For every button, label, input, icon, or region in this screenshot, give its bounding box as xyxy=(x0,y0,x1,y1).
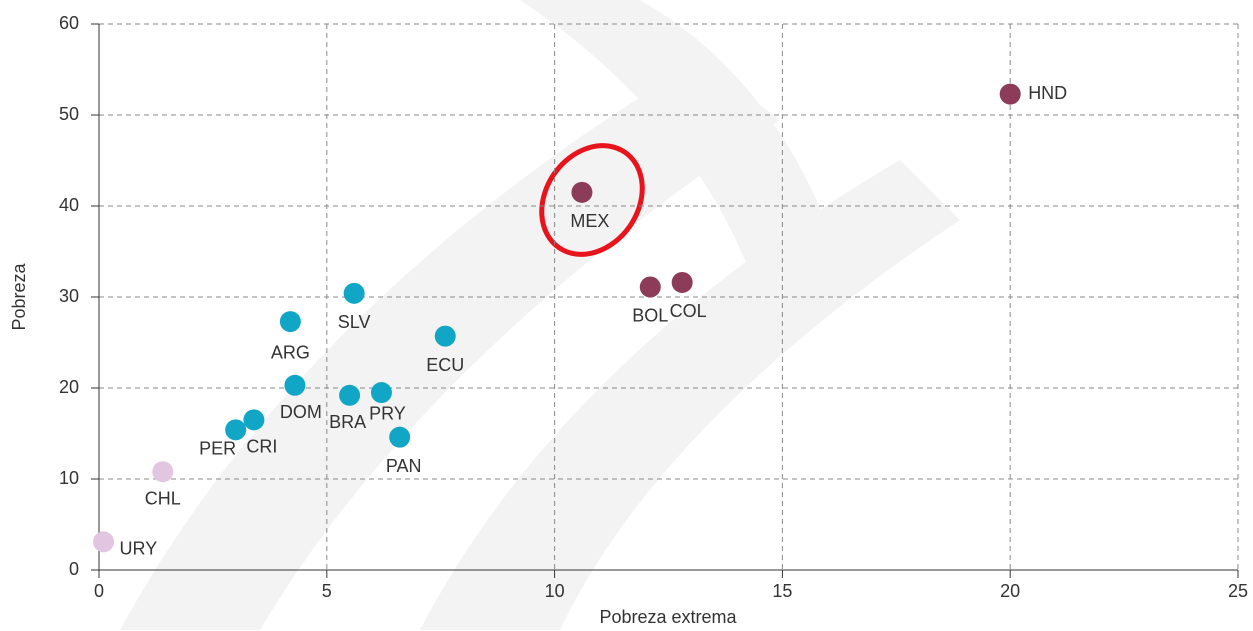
y-tick-label: 30 xyxy=(59,286,79,306)
point xyxy=(640,276,661,297)
point-label: MEX xyxy=(570,211,609,231)
point xyxy=(435,326,456,347)
point-label: PRY xyxy=(369,403,406,423)
point xyxy=(93,531,114,552)
x-tick-label: 20 xyxy=(1000,581,1020,601)
y-tick-label: 0 xyxy=(69,559,79,579)
x-tick-label: 15 xyxy=(772,581,792,601)
y-tick-label: 60 xyxy=(59,13,79,33)
point-label: SLV xyxy=(338,312,371,332)
y-tick-label: 40 xyxy=(59,195,79,215)
point xyxy=(1000,84,1021,105)
y-axis-label: Pobreza xyxy=(9,262,29,330)
point xyxy=(225,419,246,440)
point-label: COL xyxy=(670,301,707,321)
y-tick-label: 10 xyxy=(59,468,79,488)
point xyxy=(280,311,301,332)
y-tick-label: 50 xyxy=(59,104,79,124)
point-label: URY xyxy=(120,539,158,559)
y-tick-label: 20 xyxy=(59,377,79,397)
point xyxy=(339,385,360,406)
point xyxy=(389,427,410,448)
x-axis-label: Pobreza extrema xyxy=(599,607,737,627)
point xyxy=(344,283,365,304)
point-label: BOL xyxy=(632,306,668,326)
point-label: CRI xyxy=(246,437,277,457)
point xyxy=(243,409,264,430)
point-label: ECU xyxy=(426,355,464,375)
x-tick-label: 25 xyxy=(1228,581,1248,601)
point xyxy=(571,182,592,203)
point-label: PER xyxy=(199,439,236,459)
point xyxy=(672,272,693,293)
point-label: CHL xyxy=(145,488,181,508)
point xyxy=(284,375,305,396)
watermark xyxy=(120,0,960,630)
chart: Pobreza extrema Pobreza 0 10 20 30 40 50 60 0 5 1… xyxy=(0,0,1253,631)
point xyxy=(152,461,173,482)
x-tick-label: 10 xyxy=(545,581,565,601)
point-label: HND xyxy=(1028,83,1067,103)
point-label: ARG xyxy=(271,342,310,362)
point-label: BRA xyxy=(329,412,366,432)
x-tick-label: 5 xyxy=(322,581,332,601)
point xyxy=(371,382,392,403)
point-label: PAN xyxy=(386,456,422,476)
point-label: DOM xyxy=(280,402,322,422)
x-tick-label: 0 xyxy=(94,581,104,601)
